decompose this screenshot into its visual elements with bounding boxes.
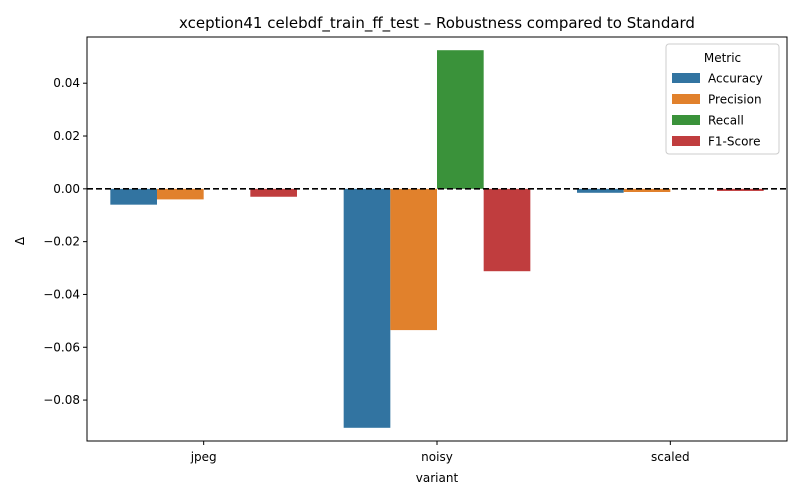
legend-label-f1-score: F1-Score	[708, 135, 760, 149]
x-axis-label: variant	[416, 471, 459, 485]
bar-recall-noisy	[437, 50, 484, 189]
legend-swatch-recall	[672, 115, 700, 125]
legend-title: Metric	[704, 51, 741, 65]
x-tick-label: noisy	[421, 450, 453, 464]
bar-accuracy-jpeg	[110, 188, 157, 205]
y-tick-label: 0.04	[53, 76, 80, 90]
bar-precision-scaled	[623, 188, 671, 192]
y-tick-label: −0.08	[43, 393, 80, 407]
bar-f1-score-scaled	[717, 188, 764, 191]
legend-swatch-f1-score	[672, 136, 700, 146]
legend-label-precision: Precision	[708, 93, 762, 107]
x-axis: jpeg noisy scaled	[190, 441, 690, 464]
bar-precision-noisy	[390, 188, 437, 331]
y-tick-label: −0.06	[43, 340, 80, 354]
bar-accuracy-scaled	[577, 188, 624, 193]
plot-area	[86, 36, 788, 442]
bar-f1-score-jpeg	[250, 188, 297, 197]
legend-label-recall: Recall	[708, 114, 744, 128]
legend-box	[665, 43, 780, 155]
y-tick-label: −0.02	[43, 235, 80, 249]
bar-f1-score-noisy	[483, 188, 531, 272]
y-axis-label: Δ	[13, 236, 27, 245]
y-tick-label: −0.04	[43, 287, 80, 301]
x-tick-label: scaled	[651, 450, 690, 464]
legend-swatch-precision	[672, 94, 700, 104]
chart-title: xception41 celebdf_train_ff_test – Robus…	[179, 14, 695, 33]
bar-precision-jpeg	[157, 188, 204, 200]
legend-swatch-accuracy	[672, 73, 700, 83]
y-axis: 0.04 0.02 0.00 −0.02 −0.04 −0.06 −0.08	[43, 76, 87, 407]
legend-label-accuracy: Accuracy	[708, 72, 763, 86]
x-tick-label: jpeg	[190, 450, 217, 464]
legend: Metric Accuracy Precision Recall F1-Score	[665, 43, 780, 155]
bar-accuracy-noisy	[343, 188, 391, 428]
y-tick-label: 0.02	[53, 129, 80, 143]
y-tick-label: 0.00	[53, 182, 80, 196]
